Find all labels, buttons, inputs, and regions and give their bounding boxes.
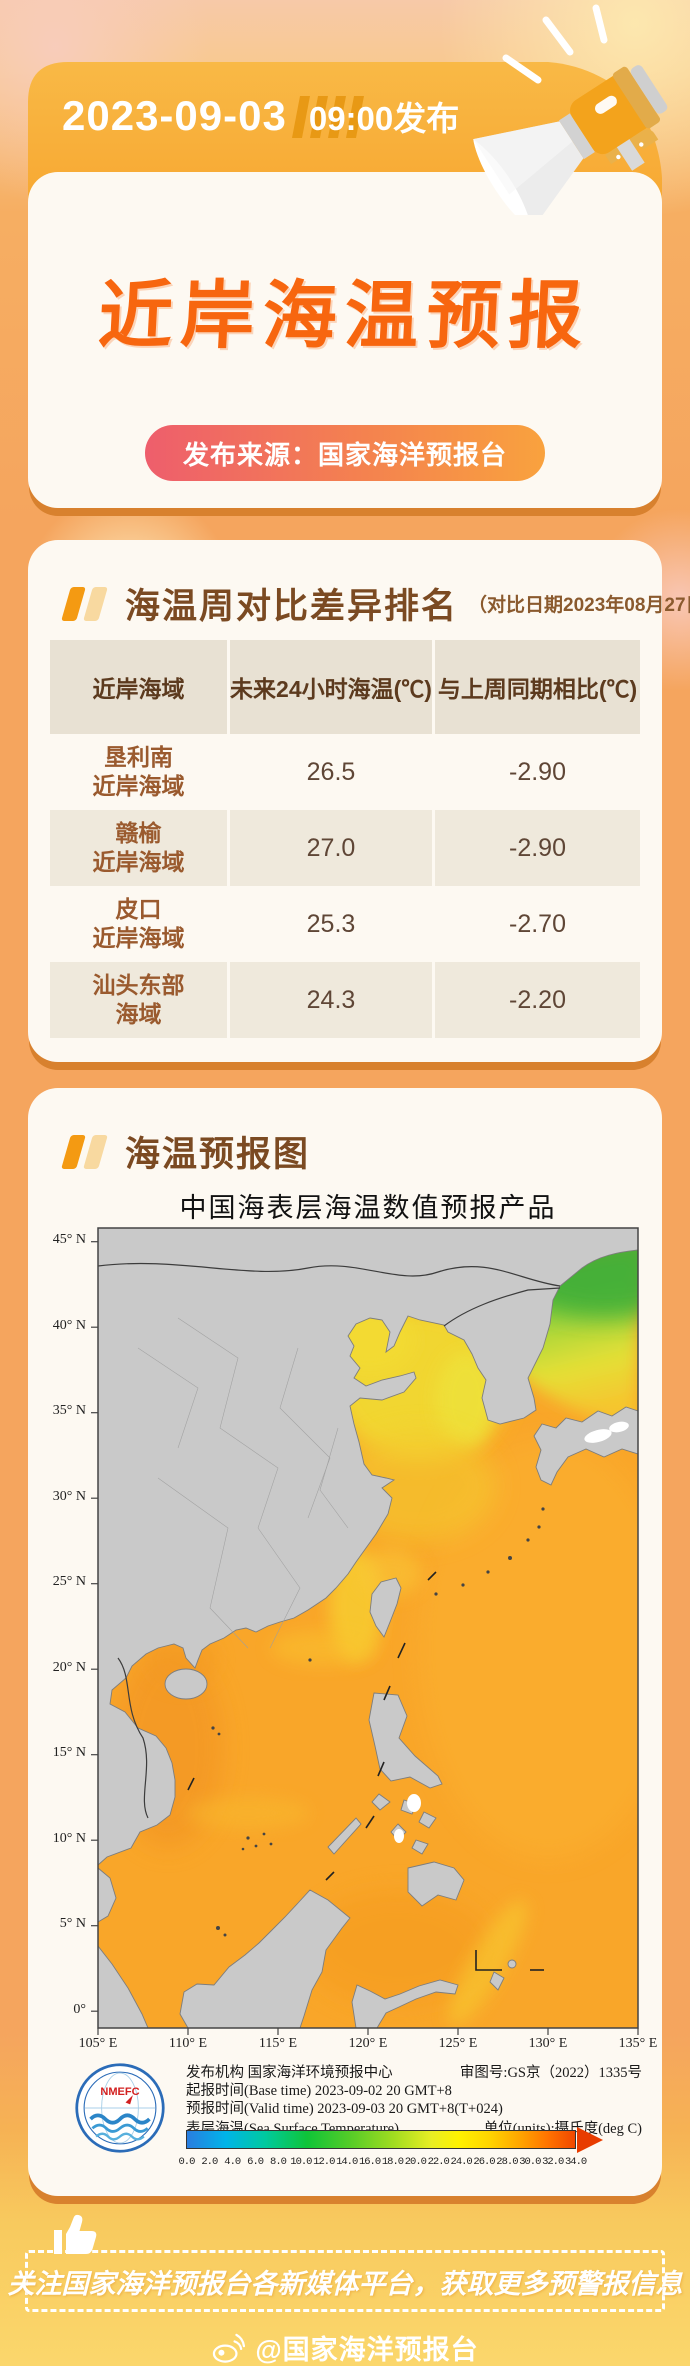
sst-forecast-map bbox=[91, 1227, 639, 2035]
temp-value: 27.0 bbox=[306, 833, 356, 862]
lat-label: 20° N bbox=[52, 1660, 86, 1675]
ranking-title: 海温周对比差异排名 bbox=[125, 587, 459, 626]
diff-value: -2.90 bbox=[509, 833, 566, 862]
lat-label: 15° N bbox=[52, 1745, 86, 1760]
publish-date-row: 2023-09-03 09:00发布 bbox=[62, 92, 459, 140]
lon-label: 105° E bbox=[78, 2036, 118, 2051]
lat-label: 10° N bbox=[52, 1831, 86, 1846]
lat-label: 0° bbox=[73, 2002, 86, 2017]
lat-label: 45° N bbox=[52, 1232, 86, 1247]
lon-label: 130° E bbox=[528, 2036, 568, 2051]
lon-label: 110° E bbox=[168, 2036, 208, 2051]
landmass-shapes bbox=[98, 1228, 638, 2028]
lat-label: 5° N bbox=[59, 1916, 86, 1931]
province-borders bbox=[137, 1317, 349, 1649]
diff-value: -2.70 bbox=[509, 909, 566, 938]
megaphone-icon bbox=[473, 4, 668, 215]
map-card: 海温预报图 中国海表层海温数值预报产品 bbox=[28, 1088, 662, 2196]
column-header-area: 近岸海域 bbox=[50, 640, 230, 734]
speed-lines-icon bbox=[502, 4, 608, 84]
publish-time: 09:00发布 bbox=[308, 100, 460, 137]
follow-banner-text: 关注国家海洋预报台各新媒体平台，获取更多预警报信息 bbox=[7, 2268, 683, 2299]
map-card-header: 海温预报图 bbox=[61, 1126, 311, 1177]
area-name: 赣榆 bbox=[115, 820, 162, 847]
no-data-patches bbox=[394, 1421, 629, 1843]
source-badge: 发布来源：国家海洋预报台 bbox=[144, 425, 546, 481]
lat-label: 40° N bbox=[52, 1318, 86, 1333]
source-badge-label: 发布来源：国家海洋预报台 bbox=[182, 439, 508, 470]
lon-label: 120° E bbox=[348, 2036, 388, 2051]
weibo-handle: @国家海洋预报台 bbox=[255, 2335, 479, 2365]
map-number-text: 审图号:GS京（2022）1335号 bbox=[459, 2065, 642, 2081]
base-time-text: 起报时间(Base time) 2023-09-02 20 GMT+8 bbox=[186, 2083, 452, 2099]
thumbs-up-icon bbox=[54, 2214, 97, 2254]
quote-marks-icon bbox=[61, 586, 108, 621]
map-figure-title: 中国海表层海温数值预报产品 bbox=[179, 1193, 557, 1223]
table-row: 皮口 近岸海域 25.3 -2.70 bbox=[50, 886, 640, 962]
ranking-card: 海温周对比差异排名 （对比日期2023年08月27日） 近岸海域 未来24小时海… bbox=[28, 540, 690, 1062]
map-info-block: 发布机构 国家海洋环境预报中心 审图号:GS京（2022）1335号 起报时间(… bbox=[186, 2064, 642, 2138]
column-header-diff: 与上周同期相比(℃) bbox=[435, 640, 640, 734]
temp-value: 24.3 bbox=[306, 985, 356, 1014]
area-name: 垦利南 bbox=[104, 744, 173, 771]
axis-ticks bbox=[91, 1241, 639, 2035]
map-section-title: 海温预报图 bbox=[125, 1135, 311, 1174]
temperature-colorbar: 0.0 2.0 4.0 6.0 8.0 10.0 12.0 14.0 16.0 18.0 … bbox=[178, 2127, 606, 2168]
lat-label: 25° N bbox=[52, 1574, 86, 1589]
diff-value: -2.90 bbox=[509, 757, 566, 786]
table-row: 垦利南 近岸海域 26.5 -2.90 bbox=[50, 734, 640, 810]
table-row: 赣榆 近岸海域 27.0 -2.90 bbox=[50, 810, 640, 886]
hash-stripes-decoration bbox=[292, 96, 364, 138]
publish-date: 2023-09-03 bbox=[62, 92, 287, 139]
valid-time-text: 预报时间(Valid time) 2023-09-03 20 GMT+8(T+0… bbox=[186, 2101, 503, 2117]
lon-label: 125° E bbox=[438, 2036, 478, 2051]
lon-label: 115° E bbox=[258, 2036, 298, 2051]
title-card: 近岸海温预报 发布来源：国家海洋预报台 bbox=[28, 172, 662, 508]
colorbar-ticks: 0.0 2.0 4.0 6.0 8.0 10.0 12.0 14.0 16.0 18.0 … bbox=[178, 2156, 587, 2168]
temp-value: 25.3 bbox=[306, 909, 356, 938]
poster-title: 近岸海温预报 bbox=[96, 274, 593, 357]
diff-value: -2.20 bbox=[509, 985, 566, 1014]
ranking-table: 近岸海域 未来24小时海温(℃) 与上周同期相比(℃) 垦利南 近岸海域 26.5… bbox=[50, 640, 640, 1038]
temp-value: 26.5 bbox=[306, 757, 356, 786]
table-header-row: 近岸海域 未来24小时海温(℃) 与上周同期相比(℃) bbox=[50, 640, 640, 734]
quote-marks-icon bbox=[61, 1134, 108, 1169]
lat-label: 30° N bbox=[52, 1489, 86, 1504]
lat-label: 35° N bbox=[52, 1403, 86, 1418]
weibo-icon bbox=[213, 2333, 246, 2363]
issuer-text: 发布机构 国家海洋环境预报中心 bbox=[186, 2065, 393, 2081]
svg-text:NMEFC: NMEFC bbox=[100, 2086, 139, 2098]
ranking-subtitle: （对比日期2023年08月27日） bbox=[468, 595, 690, 616]
follow-banner: 关注国家海洋预报台各新媒体平台，获取更多预警报信息 bbox=[8, 2250, 683, 2312]
ranking-card-header: 海温周对比差异排名 （对比日期2023年08月27日） bbox=[61, 578, 690, 629]
table-row: 汕头东部 海域 24.3 -2.20 bbox=[50, 962, 640, 1038]
nmefc-logo: NMEFC bbox=[75, 2063, 165, 2153]
colorbar-arrow bbox=[577, 2127, 603, 2153]
map-dash-marks bbox=[187, 1571, 544, 1971]
area-name: 皮口 bbox=[115, 896, 162, 923]
weibo-account-row: @国家海洋预报台 bbox=[0, 2328, 690, 2366]
column-header-temp: 未来24小时海温(℃) bbox=[230, 640, 435, 734]
colorbar-gradient bbox=[186, 2127, 603, 2153]
country-borders bbox=[98, 1262, 561, 1819]
area-name: 汕头东部 bbox=[92, 972, 185, 999]
lon-label: 135° E bbox=[618, 2036, 658, 2051]
small-islands bbox=[211, 1507, 545, 1937]
